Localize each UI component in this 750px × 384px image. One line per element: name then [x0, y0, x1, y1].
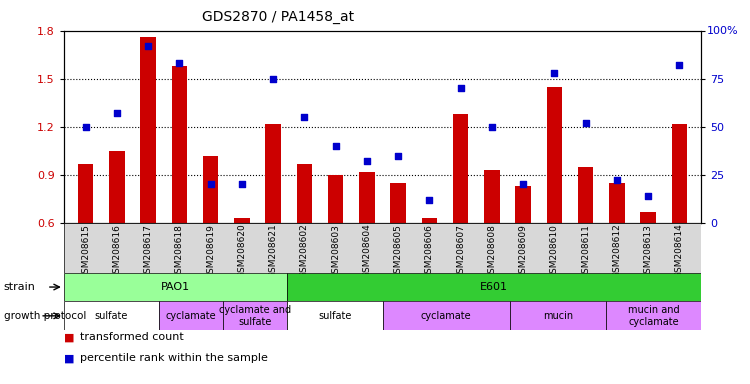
- FancyBboxPatch shape: [64, 273, 286, 301]
- Point: [392, 152, 404, 159]
- Text: cyclamate and
sulfate: cyclamate and sulfate: [219, 305, 291, 327]
- Point: [611, 177, 623, 184]
- Text: GSM208602: GSM208602: [300, 224, 309, 278]
- Bar: [172, 66, 188, 223]
- Text: transformed count: transformed count: [80, 332, 184, 342]
- Text: GSM208621: GSM208621: [268, 224, 278, 278]
- Point: [111, 110, 123, 116]
- Bar: [359, 172, 375, 223]
- Bar: [234, 218, 250, 223]
- Bar: [640, 212, 656, 223]
- Text: PAO1: PAO1: [160, 282, 190, 292]
- FancyBboxPatch shape: [286, 301, 382, 330]
- Bar: [671, 124, 687, 223]
- Text: percentile rank within the sample: percentile rank within the sample: [80, 353, 268, 363]
- Point: [548, 70, 560, 76]
- Text: GSM208610: GSM208610: [550, 224, 559, 279]
- Bar: [515, 186, 531, 223]
- Bar: [484, 170, 500, 223]
- Bar: [140, 37, 156, 223]
- Bar: [202, 156, 218, 223]
- FancyBboxPatch shape: [224, 301, 286, 330]
- Text: cyclamate: cyclamate: [166, 311, 217, 321]
- Text: GSM208613: GSM208613: [644, 224, 652, 279]
- Bar: [609, 183, 625, 223]
- FancyBboxPatch shape: [382, 301, 510, 330]
- Text: ■: ■: [64, 332, 78, 342]
- Point: [236, 181, 248, 187]
- Bar: [296, 164, 312, 223]
- Text: GSM208612: GSM208612: [613, 224, 622, 278]
- Text: GSM208615: GSM208615: [81, 224, 90, 279]
- Bar: [453, 114, 469, 223]
- Text: GSM208603: GSM208603: [332, 224, 340, 279]
- Text: sulfate: sulfate: [318, 311, 351, 321]
- Text: cyclamate: cyclamate: [421, 311, 472, 321]
- Point: [330, 143, 342, 149]
- Text: GSM208614: GSM208614: [675, 224, 684, 278]
- Point: [674, 62, 686, 68]
- Point: [486, 124, 498, 130]
- Point: [142, 43, 154, 49]
- Text: mucin: mucin: [543, 311, 573, 321]
- Bar: [422, 218, 437, 223]
- Text: sulfate: sulfate: [94, 311, 128, 321]
- Point: [642, 193, 654, 199]
- Text: GSM208617: GSM208617: [144, 224, 153, 279]
- Text: GSM208606: GSM208606: [424, 224, 433, 279]
- Point: [361, 158, 373, 164]
- Text: GSM208607: GSM208607: [456, 224, 465, 279]
- Text: strain: strain: [4, 282, 36, 292]
- Text: mucin and
cyclamate: mucin and cyclamate: [628, 305, 680, 327]
- Point: [80, 124, 92, 130]
- Text: GSM208619: GSM208619: [206, 224, 215, 279]
- Bar: [390, 183, 406, 223]
- Bar: [547, 87, 562, 223]
- Text: GSM208609: GSM208609: [519, 224, 528, 279]
- Text: growth protocol: growth protocol: [4, 311, 86, 321]
- Point: [205, 181, 217, 187]
- FancyBboxPatch shape: [606, 301, 701, 330]
- Bar: [328, 175, 344, 223]
- FancyBboxPatch shape: [286, 273, 701, 301]
- Text: 100%: 100%: [706, 26, 739, 36]
- Point: [518, 181, 530, 187]
- Point: [173, 60, 185, 66]
- Text: GSM208611: GSM208611: [581, 224, 590, 279]
- Bar: [266, 124, 281, 223]
- Text: GSM208605: GSM208605: [394, 224, 403, 279]
- Text: GSM208620: GSM208620: [238, 224, 247, 278]
- FancyBboxPatch shape: [159, 301, 224, 330]
- Text: GDS2870 / PA1458_at: GDS2870 / PA1458_at: [202, 10, 355, 23]
- Bar: [578, 167, 593, 223]
- Bar: [78, 164, 94, 223]
- Text: GSM208608: GSM208608: [488, 224, 496, 279]
- Text: GSM208618: GSM208618: [175, 224, 184, 279]
- Text: ■: ■: [64, 353, 78, 363]
- Point: [454, 85, 466, 91]
- Text: E601: E601: [480, 282, 508, 292]
- Bar: [109, 151, 124, 223]
- Point: [267, 76, 279, 82]
- Point: [298, 114, 310, 120]
- Text: GSM208616: GSM208616: [112, 224, 122, 279]
- FancyBboxPatch shape: [64, 301, 159, 330]
- FancyBboxPatch shape: [510, 301, 606, 330]
- Point: [423, 197, 435, 203]
- Text: GSM208604: GSM208604: [362, 224, 371, 278]
- FancyBboxPatch shape: [64, 223, 701, 273]
- Point: [580, 120, 592, 126]
